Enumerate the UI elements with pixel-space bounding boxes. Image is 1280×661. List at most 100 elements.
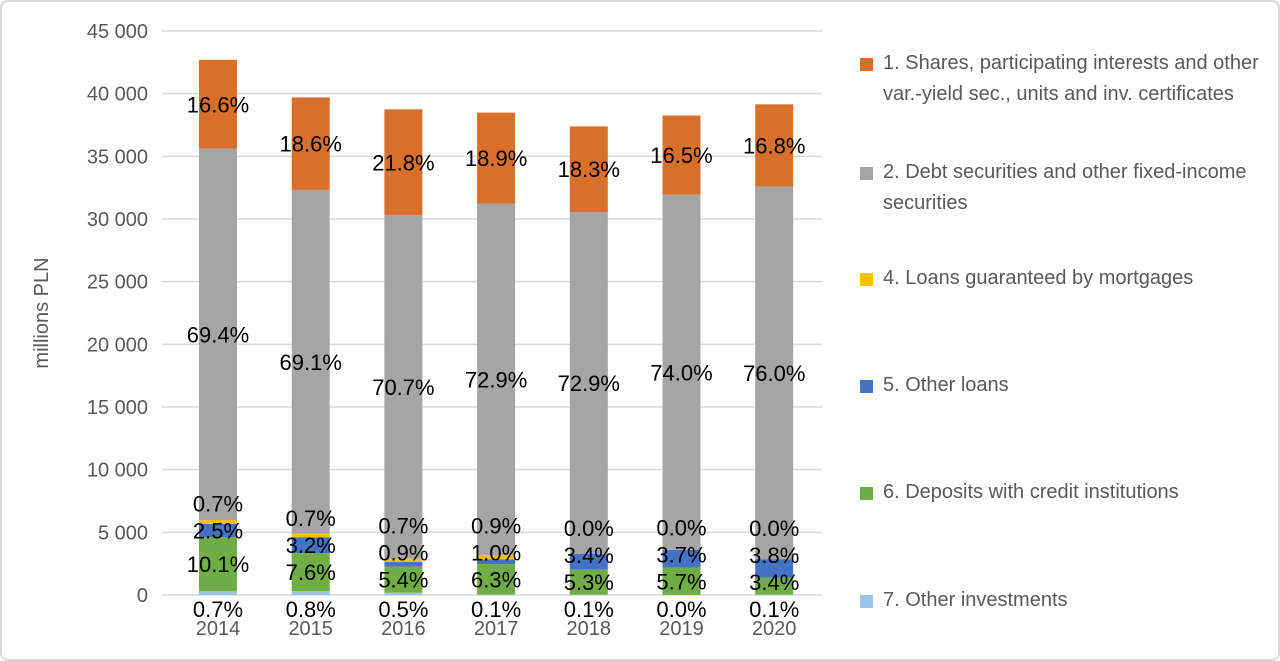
data-label: 16.6% <box>187 92 249 117</box>
x-tick-label: 2020 <box>752 618 797 640</box>
x-tick-label: 2014 <box>196 618 241 640</box>
bar-segment <box>569 212 608 554</box>
legend-swatch <box>860 58 873 71</box>
x-tick-label: 2017 <box>474 618 519 640</box>
data-label: 18.6% <box>280 132 342 157</box>
data-label: 18.3% <box>558 157 620 182</box>
legend-label: 4. Loans guaranteed by mortgages <box>883 267 1194 289</box>
bar-segment <box>384 562 423 567</box>
data-label: 0.7% <box>286 506 336 531</box>
data-label: 0.9% <box>471 513 521 538</box>
data-label: 18.9% <box>465 146 527 171</box>
data-label: 0.9% <box>378 541 428 566</box>
legend-item: 2. Debt securities and other fixed-incom… <box>860 157 1270 219</box>
legend-swatch <box>860 273 873 286</box>
y-tick-label: 10 000 <box>87 460 148 482</box>
data-label: 5.4% <box>378 568 428 593</box>
data-label: 5.7% <box>656 569 706 594</box>
data-label: 72.9% <box>558 371 620 396</box>
bar-segment <box>291 189 330 534</box>
bar-segment <box>291 533 330 538</box>
data-label: 0.0% <box>564 516 614 541</box>
x-tick-label: 2016 <box>381 618 426 640</box>
bar-segment <box>662 115 701 195</box>
data-label: 0.1% <box>471 597 521 622</box>
bar-segment <box>477 555 516 560</box>
legend-item: 4. Loans guaranteed by mortgages <box>860 263 1193 294</box>
data-label: 69.4% <box>187 322 249 347</box>
data-label: 10.1% <box>187 552 249 577</box>
y-tick-label: 30 000 <box>87 209 148 231</box>
bar-segment <box>384 109 423 216</box>
data-label: 21.8% <box>372 150 434 175</box>
bar-segment <box>384 566 423 593</box>
bar-segment <box>477 112 516 204</box>
legend-item: 6. Deposits with credit institutions <box>860 477 1179 508</box>
bar-segment <box>569 569 608 595</box>
y-tick-label: 0 <box>137 585 148 607</box>
data-label: 76.0% <box>743 361 805 386</box>
y-tick-label: 35 000 <box>87 146 148 168</box>
x-tick-label: 2018 <box>567 618 612 640</box>
legend-swatch <box>860 167 873 180</box>
data-label: 3.4% <box>564 543 614 568</box>
bar-segment <box>569 126 608 213</box>
bar-segment <box>199 59 237 149</box>
bar-segment <box>477 564 516 595</box>
bar-segment <box>477 594 516 595</box>
y-tick-label: 20 000 <box>87 334 148 356</box>
bar-segment <box>569 553 608 570</box>
legend-swatch <box>860 595 873 608</box>
bar-segment <box>662 549 701 568</box>
bar-segment <box>755 104 794 187</box>
data-label: 74.0% <box>650 360 712 385</box>
data-label: 6.3% <box>471 567 521 592</box>
data-label: 0.7% <box>378 514 428 539</box>
bar-segment <box>662 567 701 595</box>
data-label: 3.7% <box>656 542 706 567</box>
legend-swatch <box>860 380 873 393</box>
data-label: 1.0% <box>471 540 521 565</box>
data-label: 0.7% <box>193 597 243 622</box>
data-label: 3.8% <box>749 543 799 568</box>
data-label: 0.7% <box>193 492 243 517</box>
y-tick-label: 15 000 <box>87 397 148 419</box>
bar-segment <box>199 591 237 595</box>
bar-segment <box>291 553 330 591</box>
legend-label: 1. Shares, participating interests and o… <box>883 52 1259 105</box>
y-tick-label: 25 000 <box>87 272 148 294</box>
bar-segment <box>569 594 608 595</box>
data-label: 2.5% <box>193 519 243 544</box>
bar-segment <box>384 215 423 559</box>
data-label: 69.1% <box>280 350 342 375</box>
bar-segment <box>291 590 330 595</box>
x-tick-label: 2015 <box>288 618 333 640</box>
bar-segment <box>662 194 701 550</box>
data-label: 72.9% <box>465 367 527 392</box>
data-label: 0.1% <box>749 597 799 622</box>
data-label: 5.3% <box>564 570 614 595</box>
y-axis-title: millions PLN <box>31 257 53 368</box>
data-label: 0.0% <box>656 515 706 540</box>
data-label: 16.8% <box>743 133 805 158</box>
legend-label: 7. Other investments <box>883 589 1068 611</box>
data-label: 0.5% <box>378 597 428 622</box>
bar-segment <box>755 559 794 578</box>
data-label: 0.0% <box>749 516 799 541</box>
legend-label: 6. Deposits with credit institutions <box>883 481 1179 503</box>
legend-item: 7. Other investments <box>860 585 1068 616</box>
data-label: 3.2% <box>286 533 336 558</box>
bar-segment <box>199 523 237 538</box>
bar-segment <box>199 148 237 521</box>
legend-label: 5. Other loans <box>883 374 1009 396</box>
bar-segment <box>755 577 794 595</box>
data-label: 70.7% <box>372 375 434 400</box>
data-label: 0.0% <box>656 597 706 622</box>
data-label: 16.5% <box>650 143 712 168</box>
bar-segment <box>384 592 423 595</box>
data-label: 7.6% <box>286 560 336 585</box>
bar-segment <box>291 97 330 190</box>
data-label: 0.1% <box>564 597 614 622</box>
